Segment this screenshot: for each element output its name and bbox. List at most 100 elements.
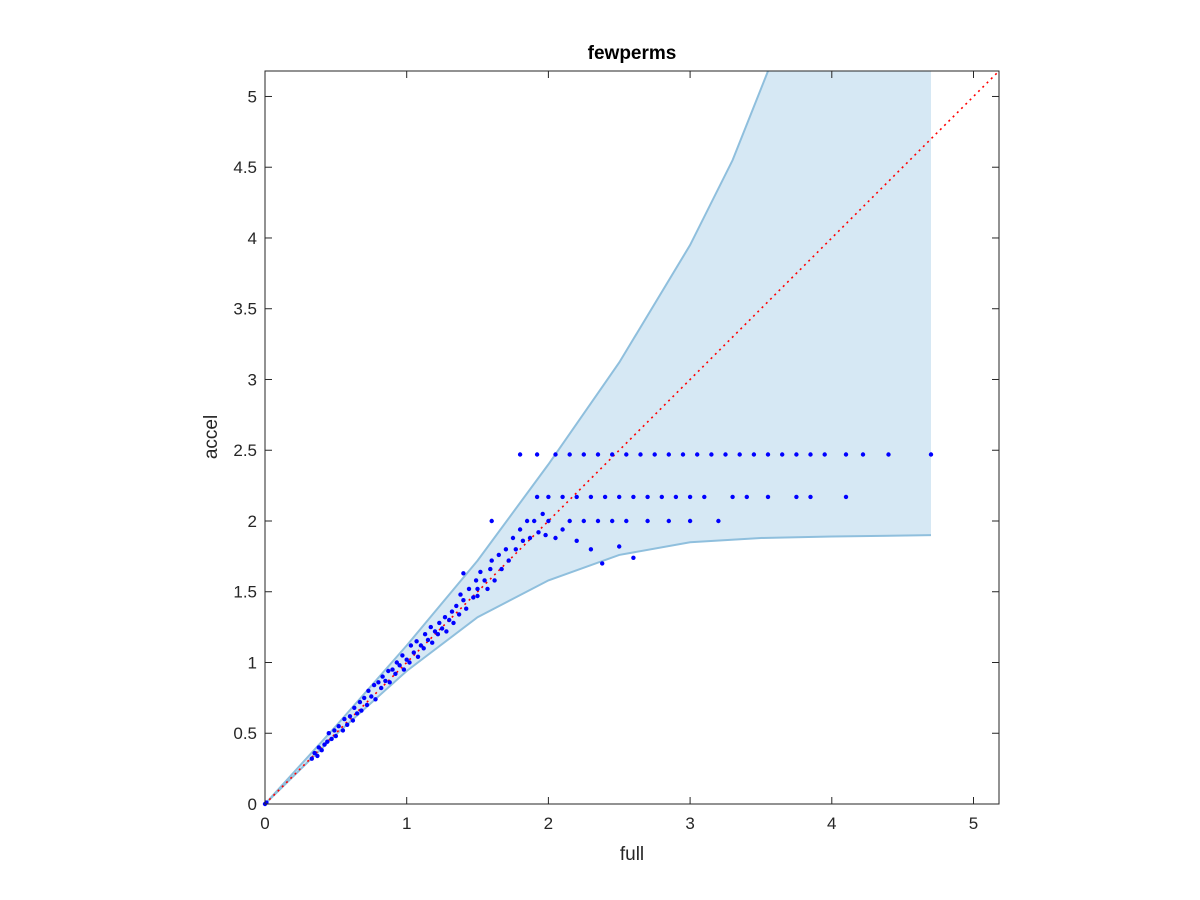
y-tick-label: 0 xyxy=(248,795,257,814)
data-point xyxy=(617,544,622,549)
data-point xyxy=(386,668,391,674)
data-point xyxy=(451,620,456,626)
data-point xyxy=(624,452,629,457)
data-point xyxy=(475,593,480,599)
data-point xyxy=(359,708,364,713)
data-point xyxy=(567,518,572,524)
data-point xyxy=(666,518,671,524)
data-point xyxy=(485,586,490,592)
data-point xyxy=(432,629,438,634)
data-point xyxy=(560,494,565,500)
band-upper-edge xyxy=(264,70,769,805)
data-point xyxy=(482,578,487,583)
data-point xyxy=(543,532,548,538)
data-point xyxy=(461,598,466,603)
data-point xyxy=(560,527,565,532)
data-point xyxy=(540,511,545,517)
data-point xyxy=(488,566,493,572)
data-point xyxy=(794,452,799,457)
data-point xyxy=(588,547,594,552)
y-tick-label: 3 xyxy=(248,370,257,389)
data-point xyxy=(567,452,572,457)
data-point xyxy=(364,702,370,708)
identity-reference-line xyxy=(264,70,1000,805)
data-point xyxy=(322,742,327,747)
data-point xyxy=(659,494,664,500)
data-point xyxy=(737,452,742,457)
y-tick-label: 1 xyxy=(248,653,257,672)
data-point xyxy=(574,494,579,500)
data-point xyxy=(553,452,558,457)
data-point xyxy=(362,695,367,701)
data-point xyxy=(860,452,866,457)
data-point xyxy=(536,530,541,535)
reference-line-layer xyxy=(264,70,1000,805)
data-point xyxy=(680,452,686,457)
data-point xyxy=(574,538,579,543)
data-point xyxy=(352,705,357,710)
data-point xyxy=(496,552,501,558)
data-point xyxy=(350,718,356,723)
data-point xyxy=(595,518,601,524)
data-point xyxy=(610,518,615,524)
data-point xyxy=(532,518,537,524)
data-point xyxy=(454,603,459,609)
data-point xyxy=(652,452,657,457)
data-point xyxy=(354,711,360,716)
data-point xyxy=(435,632,441,637)
data-point xyxy=(422,632,428,637)
data-point xyxy=(520,538,526,543)
data-point xyxy=(442,615,448,620)
axes-box xyxy=(264,70,1000,805)
data-point xyxy=(473,578,479,583)
data-point xyxy=(666,452,671,457)
chart-title: fewperms xyxy=(588,43,677,64)
data-point xyxy=(673,494,679,500)
data-point xyxy=(581,452,586,457)
data-point xyxy=(380,674,385,679)
data-point xyxy=(464,606,469,611)
data-point xyxy=(645,518,650,524)
data-point xyxy=(400,653,405,658)
data-point xyxy=(414,639,419,644)
data-point xyxy=(387,680,392,685)
data-point xyxy=(336,724,341,729)
data-point xyxy=(347,714,353,719)
data-point xyxy=(513,547,518,552)
band-layer xyxy=(264,70,931,805)
x-axis-label: full xyxy=(620,844,644,865)
data-point xyxy=(489,518,494,524)
data-point xyxy=(709,452,714,457)
x-tick-label: 4 xyxy=(827,814,836,833)
x-tick-label: 1 xyxy=(402,814,411,833)
data-point xyxy=(702,494,707,500)
data-point xyxy=(326,731,331,736)
data-point xyxy=(645,494,650,500)
data-point xyxy=(687,494,693,500)
data-point xyxy=(808,494,813,500)
data-point xyxy=(401,667,407,672)
data-point xyxy=(631,494,636,500)
data-point xyxy=(499,566,504,572)
data-point xyxy=(309,756,314,761)
y-tick-label: 1.5 xyxy=(233,583,257,602)
data-point xyxy=(510,535,516,541)
data-point xyxy=(376,680,381,685)
data-point xyxy=(312,750,317,756)
data-point xyxy=(421,646,426,651)
data-point xyxy=(631,555,636,560)
data-point xyxy=(744,494,749,500)
data-point xyxy=(546,494,551,500)
data-point xyxy=(553,535,558,541)
data-point xyxy=(439,626,445,631)
confidence-band xyxy=(265,71,931,804)
data-point xyxy=(600,561,605,566)
data-point xyxy=(517,527,523,532)
y-tick-label: 5 xyxy=(248,87,257,106)
data-point xyxy=(524,518,530,524)
data-point xyxy=(449,609,455,614)
data-point xyxy=(687,518,693,524)
data-point xyxy=(492,578,497,583)
data-point xyxy=(471,595,476,600)
band-lower-edge xyxy=(264,534,931,805)
